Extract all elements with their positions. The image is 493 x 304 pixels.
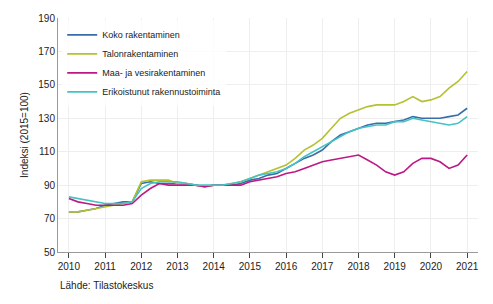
svg-text:110: 110	[39, 146, 55, 157]
svg-text:2018: 2018	[347, 261, 370, 272]
svg-text:2010: 2010	[58, 261, 81, 272]
svg-text:130: 130	[38, 113, 55, 124]
svg-text:190: 190	[38, 13, 55, 24]
svg-text:Indeksi (2015=100): Indeksi (2015=100)	[19, 92, 30, 178]
svg-text:Talonrakentaminen: Talonrakentaminen	[102, 49, 178, 59]
svg-text:2021: 2021	[456, 261, 479, 272]
svg-text:2020: 2020	[420, 261, 443, 272]
svg-text:2014: 2014	[203, 261, 226, 272]
svg-text:2013: 2013	[166, 261, 189, 272]
svg-text:Erikoistunut rakennustoiminta: Erikoistunut rakennustoiminta	[102, 87, 220, 97]
svg-text:70: 70	[44, 213, 56, 224]
svg-text:150: 150	[38, 79, 55, 90]
svg-text:170: 170	[38, 46, 55, 57]
svg-text:Lähde: Tilastokeskus: Lähde: Tilastokeskus	[60, 280, 153, 291]
svg-text:2017: 2017	[311, 261, 334, 272]
svg-text:2012: 2012	[130, 261, 153, 272]
svg-text:2011: 2011	[94, 261, 116, 272]
svg-text:2016: 2016	[275, 261, 298, 272]
svg-text:Koko rakentaminen: Koko rakentaminen	[102, 30, 180, 40]
svg-text:Maa- ja vesirakentaminen: Maa- ja vesirakentaminen	[102, 68, 205, 78]
svg-text:2015: 2015	[239, 261, 262, 272]
svg-text:2019: 2019	[384, 261, 407, 272]
svg-text:90: 90	[44, 180, 56, 191]
svg-text:50: 50	[44, 247, 56, 258]
